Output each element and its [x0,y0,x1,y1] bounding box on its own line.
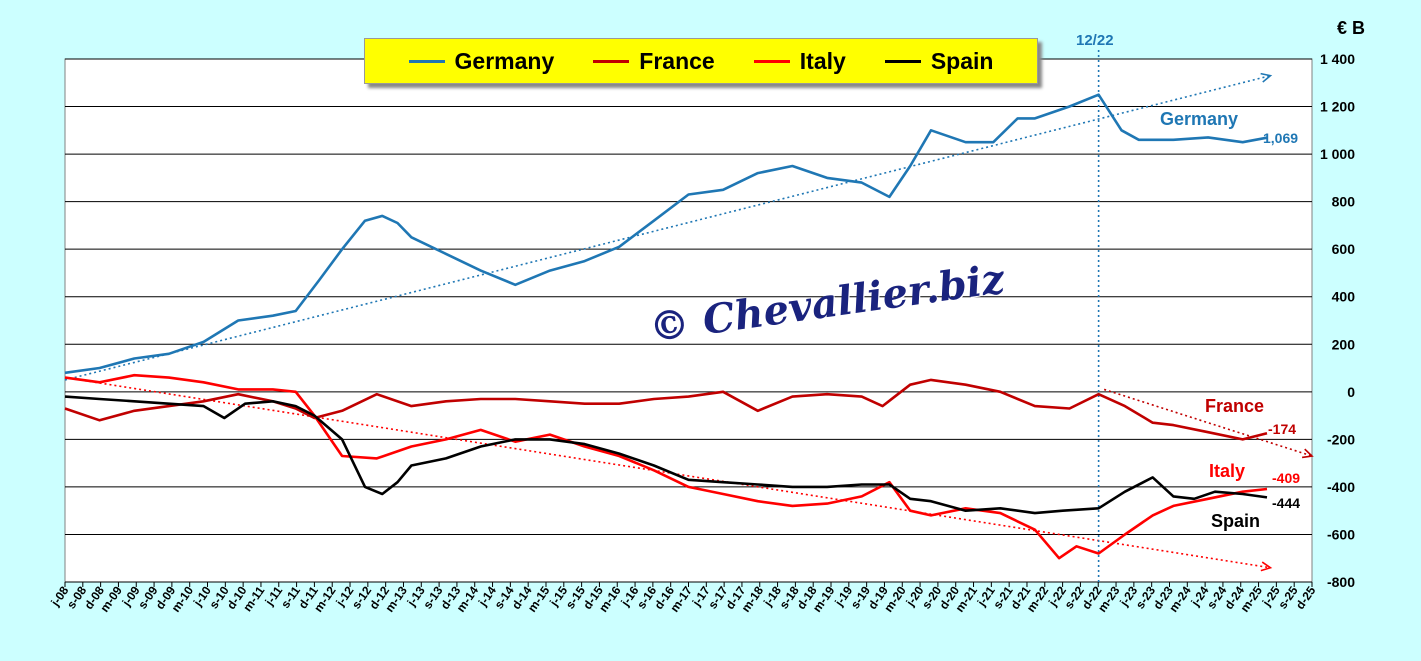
series-line-italy [64,373,1268,560]
x-axis-tick-labels: j-08s-08d-08m-09j-09s-09d-09m-10j-10s-10… [48,582,1319,615]
spain-annotation-name: Spain [1211,511,1260,531]
trendlines [64,72,1314,572]
legend: Germany France Italy Spain [364,38,1038,84]
italy-annotation-value: -409 [1272,470,1300,486]
y-tick-label: 600 [1332,241,1356,257]
legend-swatch-spain [884,59,921,63]
y-axis-unit: € B [1337,18,1366,38]
y-tick-label: 800 [1332,194,1356,210]
y-tick-label: -800 [1327,574,1355,590]
y-tick-label: 1 000 [1320,146,1355,162]
france-annotation-name: France [1205,396,1264,416]
legend-item-spain: Spain [884,47,994,75]
y-axis-tick-labels: 1 400 1 200 1 000 800 600 400 200 0 -200 -400 -600… [1320,51,1355,590]
legend-label-france: France [639,47,715,74]
series-annotations: Germany 1,069 France -174 Italy -409 Spa… [1160,109,1300,531]
italy-annotation-name: Italy [1209,461,1245,481]
spain-annotation-value: -444 [1272,495,1300,511]
y-tick-label: -400 [1327,479,1355,495]
x-tick-label: d-25 [1293,583,1319,612]
trendline-arrow-italy [1260,561,1273,572]
trendline-italy [64,376,1271,569]
trendline-germany [64,74,1271,381]
trendline-arrow-germany [1260,72,1273,83]
legend-item-italy: Italy [753,47,846,75]
legend-swatch-italy [753,59,790,63]
trendline-france [1103,388,1313,457]
vertical-marker-label: 12/22 [1076,32,1114,49]
legend-swatch-germany [408,59,445,63]
y-tick-label: 1 200 [1320,99,1355,115]
france-annotation-value: -174 [1268,421,1296,437]
y-tick-label: 400 [1332,289,1356,305]
plot-background [64,58,1313,583]
series-line-spain [64,395,1268,515]
trendline-arrow-france [1301,448,1314,459]
legend-swatch-france [593,59,630,63]
germany-annotation-name: Germany [1160,109,1238,129]
legend-item-france: France [593,47,715,75]
series-lines [64,93,1268,560]
legend-label-spain: Spain [930,47,994,74]
y-tick-label: -200 [1327,431,1355,447]
legend-label-italy: Italy [799,47,846,74]
y-tick-label: 1 400 [1320,51,1355,67]
y-tick-label: 0 [1347,384,1355,400]
plot-area [64,58,1313,583]
series-line-germany [64,93,1268,375]
legend-item-germany: Germany [408,47,555,75]
legend-label-germany: Germany [454,47,555,74]
germany-annotation-value: 1,069 [1263,130,1298,146]
y-tick-label: -600 [1327,526,1355,542]
y-tick-label: 200 [1332,336,1356,352]
